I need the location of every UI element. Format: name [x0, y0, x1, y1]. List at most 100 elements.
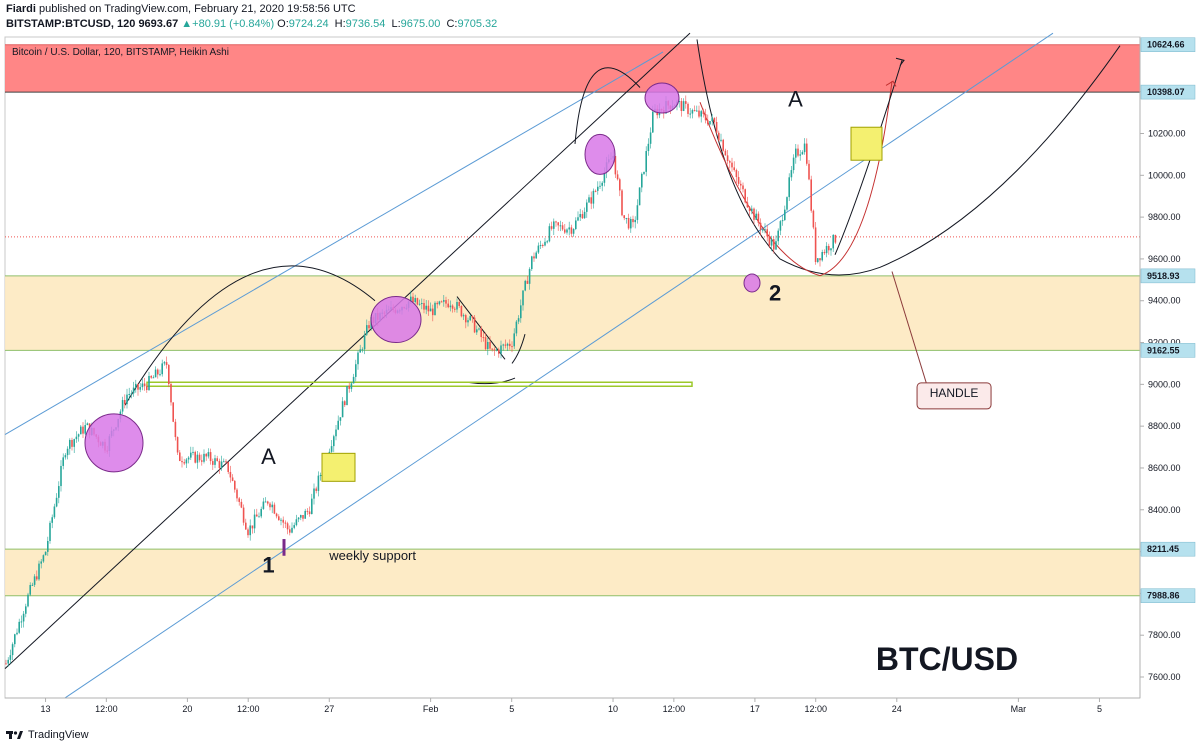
- candle-body: [137, 383, 139, 390]
- candle-body: [212, 461, 214, 465]
- candle-body: [623, 215, 625, 219]
- candle-body: [306, 510, 309, 512]
- candle-body: [368, 325, 370, 329]
- author-name[interactable]: Fiardi: [6, 3, 36, 15]
- candle-body: [819, 258, 821, 261]
- candle-body: [770, 239, 773, 246]
- candle-body: [616, 174, 619, 180]
- candle-body: [498, 349, 500, 354]
- candle-body: [594, 190, 597, 192]
- candle-body: [634, 219, 636, 223]
- candle-body: [603, 172, 606, 183]
- candle-body: [273, 504, 276, 514]
- candle-body: [256, 514, 258, 517]
- candle-body: [361, 349, 364, 351]
- candle-body: [130, 393, 133, 395]
- candle-body: [720, 139, 722, 141]
- annotation-a-0: A: [261, 444, 276, 469]
- candle-body: [176, 437, 179, 453]
- price-level-badge: [1140, 37, 1196, 52]
- candle-body: [271, 504, 273, 508]
- projection-arrow: [834, 60, 903, 255]
- chart-title: Bitcoin / U.S. Dollar, 120, BITSTAMP, He…: [12, 47, 229, 58]
- candle-body: [427, 305, 430, 312]
- candle-body: [643, 171, 645, 174]
- publish-info: Fiardi published on TradingView.com, Feb…: [6, 3, 356, 15]
- candle-body: [520, 305, 522, 319]
- price-level-badge: [1140, 343, 1196, 358]
- candle-body: [432, 308, 434, 316]
- candle-body: [702, 111, 705, 115]
- candle-body: [768, 236, 771, 246]
- last-price: 9693.67: [138, 18, 179, 30]
- candle-body: [231, 477, 234, 481]
- candle-body: [198, 454, 201, 461]
- candle-body: [737, 177, 740, 184]
- handle-pointer-line: [891, 271, 929, 389]
- candle-body: [832, 235, 834, 249]
- candle-body: [779, 221, 782, 231]
- candle-body: [480, 328, 482, 338]
- candle-body: [478, 328, 480, 330]
- candle-body: [553, 221, 555, 229]
- candle-body: [823, 252, 826, 254]
- candle-body: [502, 344, 504, 346]
- candle-body: [773, 239, 775, 250]
- annotation-weekly-support-2: weekly support: [328, 548, 416, 563]
- candle-body: [344, 401, 346, 406]
- candle-body: [465, 315, 467, 323]
- candle-body: [685, 101, 687, 104]
- candle-body: [168, 365, 170, 385]
- candle-body: [203, 453, 205, 462]
- candle-body: [429, 308, 432, 312]
- candle-body: [357, 352, 359, 365]
- brand-name[interactable]: TradingView: [28, 729, 89, 741]
- candle-body: [308, 511, 311, 515]
- candle-body: [227, 462, 229, 472]
- candle-body: [797, 148, 799, 156]
- projection-arrowhead: [895, 57, 905, 66]
- low-label: L:: [391, 18, 401, 30]
- candle-body: [526, 280, 529, 284]
- candle-body: [742, 185, 744, 190]
- candle-body: [759, 222, 762, 230]
- candle-body: [443, 300, 445, 302]
- candle-body: [513, 333, 515, 347]
- annotation-a-3: A: [788, 86, 803, 111]
- candle-body: [786, 197, 788, 210]
- candle-body: [234, 480, 236, 490]
- candle-body: [36, 576, 38, 580]
- candle-body: [183, 462, 185, 464]
- candle-body: [412, 296, 414, 303]
- price-level-label: 10624.66: [1147, 40, 1185, 50]
- candle-body: [572, 229, 575, 234]
- candle-body: [154, 369, 157, 378]
- candle-body: [311, 498, 313, 515]
- candle-body: [247, 529, 249, 536]
- candle-body: [33, 576, 36, 585]
- candle-body: [447, 303, 449, 308]
- highlight-circle-2: [370, 296, 422, 344]
- candle-body: [267, 501, 269, 504]
- up-arrow-line: [511, 334, 526, 364]
- candle-body: [249, 525, 251, 536]
- candle-body: [781, 220, 784, 222]
- candle-body: [469, 315, 471, 321]
- candle-body: [170, 384, 172, 403]
- candle-body: [335, 429, 337, 437]
- candle-body: [678, 101, 680, 103]
- candle-body: [82, 426, 84, 434]
- price-level-badge: [1140, 588, 1196, 603]
- candle-body: [423, 303, 425, 310]
- candle-body: [700, 111, 702, 117]
- candle-body: [645, 151, 647, 172]
- price-level-label: 9162.55: [1147, 345, 1180, 355]
- change-arrow-icon: ▲: [181, 18, 193, 30]
- candle-body: [467, 320, 469, 323]
- candle-body: [555, 221, 557, 223]
- candle-body: [528, 269, 531, 284]
- candle-body: [704, 114, 707, 121]
- candle-body: [9, 655, 12, 660]
- candle-body: [834, 235, 837, 243]
